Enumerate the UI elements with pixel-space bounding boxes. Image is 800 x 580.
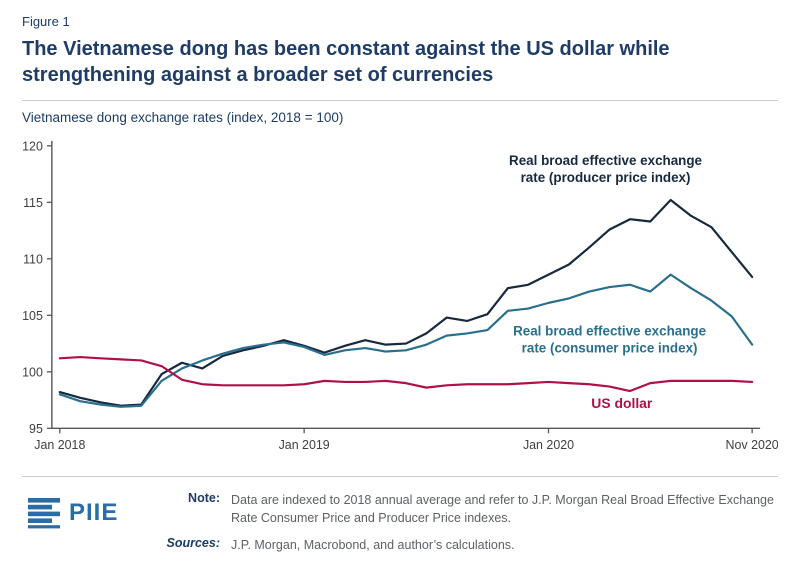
- cpi-label: rate (consumer price index): [522, 340, 698, 355]
- chart-area: 95 100 105 110 115 120 Jan 2018 Jan 2019 Jan 202…: [22, 133, 779, 468]
- ppi-label: rate (producer price index): [521, 170, 691, 185]
- note-row: Note: Data are indexed to 2018 annual av…: [150, 491, 778, 527]
- sources-text: J.P. Morgan, Macrobond, and author’s cal…: [231, 538, 515, 553]
- page-title: The Vietnamese dong has been constant ag…: [22, 38, 670, 87]
- x-tick-label: Jan 2018: [34, 438, 85, 452]
- sources-label: Sources:: [166, 536, 221, 551]
- note-text: Data are indexed to 2018 annual average …: [231, 492, 774, 525]
- cpi-label: Real broad effective exchange: [513, 323, 706, 338]
- title-divider: [22, 99, 778, 101]
- piie-logo-text: PIIE: [69, 498, 119, 526]
- ppi-label: Real broad effective exchange: [509, 153, 702, 168]
- x-tick-label: Nov 2020: [726, 438, 778, 452]
- line-series-1: [58, 273, 754, 408]
- y-tick-label: 105: [22, 309, 43, 323]
- footer: PIIE Note: Data are indexed to 2018 annu…: [22, 489, 778, 563]
- usd-label: US dollar: [591, 395, 653, 411]
- y-tick-label: 120: [22, 139, 43, 153]
- footer-notes: Note: Data are indexed to 2018 annual av…: [150, 489, 778, 563]
- exchange-rate-line-chart: 95 100 105 110 115 120 Jan 2018 Jan 2019 Jan 202…: [22, 139, 779, 452]
- y-tick-label: 110: [23, 252, 43, 266]
- footer-divider: [22, 475, 778, 477]
- x-tick-label: Jan 2020: [523, 438, 574, 452]
- figure-label: Figure 1: [22, 14, 70, 29]
- sources-row: Sources: J.P. Morgan, Macrobond, and aut…: [150, 536, 778, 554]
- figure-page: Figure 1 The Vietnamese dong has been co…: [22, 14, 779, 563]
- note-label: Note:: [188, 490, 220, 505]
- piie-logo-icon: [28, 497, 60, 529]
- piie-logo: PIIE: [22, 497, 150, 529]
- line-series-2: [58, 355, 754, 392]
- y-tick-label: 115: [23, 196, 43, 210]
- chart-subtitle: Vietnamese dong exchange rates (index, 2…: [22, 109, 344, 125]
- y-tick-label: 95: [29, 422, 43, 436]
- y-tick-label: 100: [22, 365, 43, 379]
- x-tick-label: Jan 2019: [279, 438, 330, 452]
- line-series-0: [58, 198, 754, 407]
